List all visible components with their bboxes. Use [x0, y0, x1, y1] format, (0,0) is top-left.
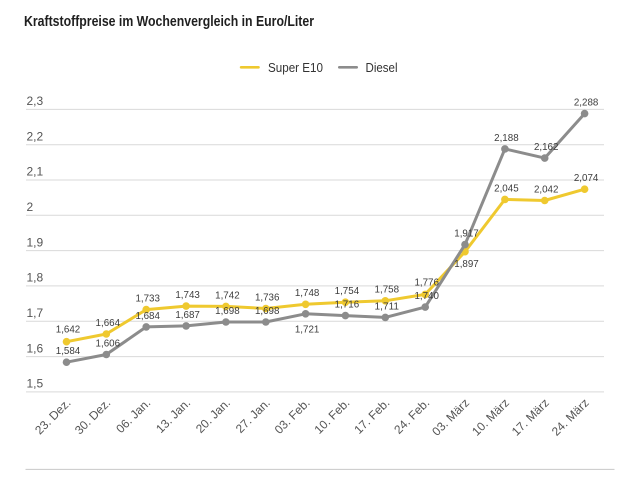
svg-text:1,6: 1,6	[27, 341, 44, 355]
svg-text:1,698: 1,698	[255, 305, 280, 317]
svg-text:2,045: 2,045	[494, 182, 519, 194]
svg-text:1,698: 1,698	[215, 305, 240, 317]
svg-text:1,733: 1,733	[135, 293, 160, 305]
svg-text:1,664: 1,664	[96, 317, 121, 329]
svg-text:1,721: 1,721	[295, 324, 320, 336]
svg-text:2,188: 2,188	[494, 132, 519, 144]
svg-text:2,162: 2,162	[534, 141, 559, 153]
svg-text:1,606: 1,606	[96, 337, 121, 349]
svg-text:1,897: 1,897	[454, 258, 479, 270]
svg-text:2,1: 2,1	[27, 165, 44, 179]
svg-text:2,2: 2,2	[27, 129, 44, 143]
svg-text:2,3: 2,3	[27, 94, 44, 108]
svg-text:1,748: 1,748	[295, 287, 320, 299]
svg-text:1,917: 1,917	[454, 228, 479, 240]
svg-text:2: 2	[27, 200, 34, 214]
svg-text:1,758: 1,758	[375, 284, 400, 296]
svg-text:1,740: 1,740	[414, 290, 439, 302]
svg-text:2,288: 2,288	[574, 97, 599, 109]
svg-text:1,742: 1,742	[215, 289, 240, 301]
svg-text:1,711: 1,711	[375, 300, 400, 312]
svg-text:1,754: 1,754	[335, 285, 360, 297]
svg-text:Kraftstoffpreise im Wochenverg: Kraftstoffpreise im Wochenvergleich in E…	[24, 13, 314, 30]
svg-text:2,074: 2,074	[574, 172, 599, 184]
svg-text:1,716: 1,716	[335, 299, 360, 311]
svg-text:1,743: 1,743	[175, 289, 200, 301]
svg-text:2,042: 2,042	[534, 183, 559, 195]
svg-text:1,8: 1,8	[27, 271, 44, 285]
svg-text:1,9: 1,9	[27, 235, 44, 249]
svg-text:Super E10: Super E10	[268, 60, 323, 75]
svg-text:1,7: 1,7	[27, 306, 44, 320]
svg-text:1,687: 1,687	[175, 309, 200, 321]
svg-text:1,5: 1,5	[27, 377, 44, 391]
svg-text:1,584: 1,584	[56, 345, 81, 357]
svg-text:1,776: 1,776	[414, 276, 439, 288]
svg-text:1,642: 1,642	[56, 324, 81, 336]
svg-text:1,684: 1,684	[135, 310, 160, 322]
svg-text:1,736: 1,736	[255, 291, 280, 303]
svg-text:Diesel: Diesel	[366, 60, 398, 75]
